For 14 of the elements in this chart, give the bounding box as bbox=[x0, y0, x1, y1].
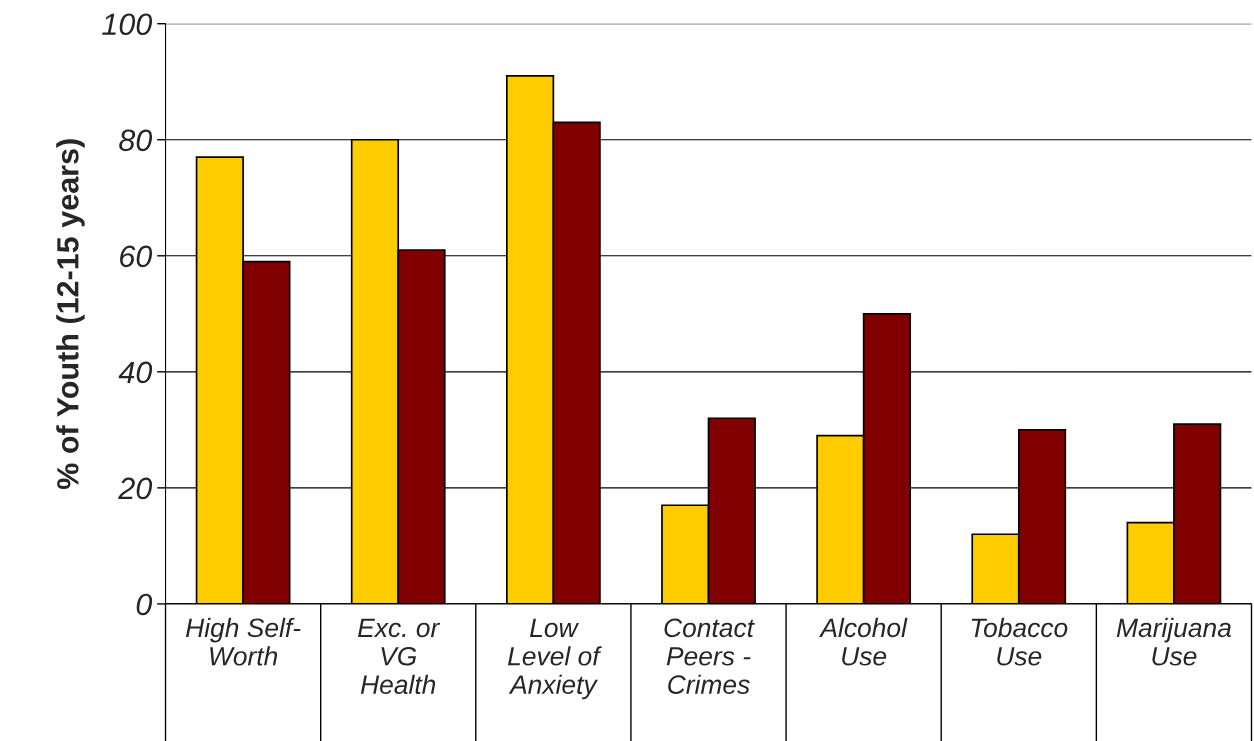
y-tick-label: 20 bbox=[118, 477, 153, 500]
x-tick-label: Alcohol Use bbox=[819, 617, 908, 666]
x-tick-label: Marijuana Use bbox=[1116, 617, 1231, 666]
x-tick-label: Contact Peers - Crimes bbox=[664, 618, 755, 695]
y-tick-label: 60 bbox=[120, 245, 153, 268]
y-tick-label: 100 bbox=[102, 13, 153, 36]
x-tick-label: Tobacco Use bbox=[971, 617, 1068, 666]
y-tick-label: 80 bbox=[119, 129, 153, 152]
x-tick-label: High Self- Worth bbox=[185, 617, 301, 666]
y-tick-label: 40 bbox=[118, 361, 153, 384]
y-tick-label: 0 bbox=[136, 593, 153, 616]
x-tick-label: Exc. or VG Health bbox=[357, 618, 441, 695]
x-tick-label: Low Level of Anxiety bbox=[507, 618, 602, 700]
y-axis-title: % of Youth (12-15 years) bbox=[56, 139, 85, 490]
